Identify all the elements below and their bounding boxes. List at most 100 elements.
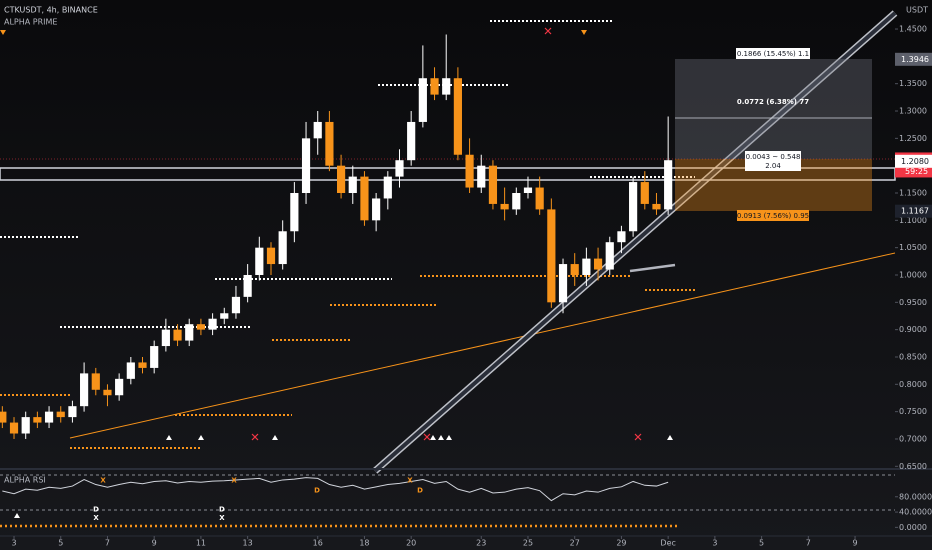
candle-body xyxy=(617,231,626,243)
candle-body xyxy=(126,362,135,379)
candle-body xyxy=(91,373,100,390)
candle-body xyxy=(488,165,498,204)
y-tick-label: 1.3500 xyxy=(899,79,927,88)
position-entry: 0.0043 ~ 0.548 xyxy=(746,153,801,161)
y-tick-label: 0.9000 xyxy=(899,325,927,334)
price-label-box xyxy=(895,52,932,66)
x-tick-label: 7 xyxy=(105,539,110,548)
x-tick-label: 9 xyxy=(152,539,157,548)
x-tick-label: 20 xyxy=(406,539,416,548)
candle-body xyxy=(582,258,591,275)
chart-title: CTKUSDT, 4h, BINANCE xyxy=(4,6,98,15)
candle-body xyxy=(360,176,369,221)
candle-body xyxy=(605,242,614,270)
price-label-box xyxy=(895,204,932,218)
x-tick-label: 7 xyxy=(806,539,811,548)
candle-body xyxy=(395,160,404,177)
position-target: 0.1866 (15.45%) 1.1 xyxy=(737,50,809,58)
y-tick-label: 0.8000 xyxy=(899,380,927,389)
candle-body xyxy=(383,176,392,199)
y-tick-label: 1.0000 xyxy=(899,270,927,279)
y-tick-label: 0.0000 xyxy=(899,523,927,532)
rsi-title: ALPHA RSI xyxy=(4,476,46,485)
candle-body xyxy=(523,187,533,194)
x-tick-label: 11 xyxy=(196,539,206,548)
candle-body xyxy=(535,187,544,210)
candle-body xyxy=(407,121,416,161)
annotation: D xyxy=(314,486,320,494)
candle-body xyxy=(266,247,276,265)
y-unit: USDT xyxy=(906,6,928,15)
candle-body xyxy=(372,198,381,221)
annotation: X xyxy=(219,514,225,522)
candle-body xyxy=(301,138,311,194)
position-entry-ratio: 2.04 xyxy=(765,162,781,170)
candle-body xyxy=(138,362,147,368)
candle-body xyxy=(593,258,603,270)
candle-body xyxy=(477,165,486,188)
y-tick-label: 0.7500 xyxy=(899,407,927,416)
rsi-line xyxy=(2,477,669,502)
x-tick-label: 3 xyxy=(11,539,16,548)
x-tick-label: Dec xyxy=(660,539,675,548)
signal-markers xyxy=(0,27,673,518)
position-mid: 0.0772 (6.38%) 77 xyxy=(737,98,809,106)
y-tick-label: 1.0500 xyxy=(899,243,927,252)
position-tool: 0.1866 (15.45%) 1.1 0.0772 (6.38%) 77 0.… xyxy=(675,48,872,221)
candle-body xyxy=(56,411,65,418)
candle-body xyxy=(44,411,54,423)
x-tick-label: 23 xyxy=(476,539,486,548)
candle-body xyxy=(278,231,287,265)
y-tick-label: 80.0000 xyxy=(899,492,932,501)
candle-body xyxy=(558,264,568,303)
y-tick-label: 1.2500 xyxy=(899,134,927,143)
candle-body xyxy=(325,121,334,166)
countdown-box xyxy=(895,165,932,178)
candle-body xyxy=(255,247,264,275)
candle-body xyxy=(453,78,462,155)
y-tick-label: 0.9500 xyxy=(899,298,927,307)
x-tick-label: 25 xyxy=(523,539,533,548)
annotation: X xyxy=(100,476,106,484)
y-tick-label: 0.7000 xyxy=(899,434,927,443)
candle-body xyxy=(173,329,182,341)
candle-body xyxy=(652,203,661,210)
price-label: 1.3946 xyxy=(901,55,929,64)
candle-body xyxy=(547,209,556,303)
candle-body xyxy=(664,160,673,210)
x-tick-label: 16 xyxy=(313,539,323,548)
candle-body xyxy=(196,324,206,330)
candle-body xyxy=(430,78,439,95)
candle-body xyxy=(115,378,124,396)
price-label-box xyxy=(895,154,932,168)
candle-body xyxy=(231,296,241,314)
candle-body xyxy=(21,417,30,434)
candle-body xyxy=(465,154,474,188)
countdown: 59:25 xyxy=(905,167,928,176)
y-tick-label: 40.0000 xyxy=(899,508,932,517)
x-tick-label: 5 xyxy=(58,539,63,548)
candle-body xyxy=(33,417,42,423)
y-tick-label: 0.6500 xyxy=(899,462,927,471)
x-tick-label: 5 xyxy=(759,539,764,548)
candle-body xyxy=(68,406,77,418)
x-tick-label: 27 xyxy=(570,539,580,548)
x-tick-label: 29 xyxy=(616,539,626,548)
candle-body xyxy=(336,165,346,194)
candle-body xyxy=(208,318,217,330)
candle-body xyxy=(150,346,159,368)
y-tick-label: 1.3000 xyxy=(899,107,927,116)
candle-body xyxy=(640,182,649,204)
candle-body xyxy=(512,193,521,210)
x-tick-label: 18 xyxy=(359,539,369,548)
candle-body xyxy=(103,389,112,396)
annotation: X xyxy=(407,476,413,484)
y-tick-label: 0.8500 xyxy=(899,352,927,361)
price-label: 1.1167 xyxy=(901,207,929,216)
candle-body xyxy=(500,203,509,210)
candle-body xyxy=(418,78,427,122)
candle-body xyxy=(629,182,638,232)
x-tick-label: 3 xyxy=(712,539,717,548)
candle-body xyxy=(243,274,252,297)
